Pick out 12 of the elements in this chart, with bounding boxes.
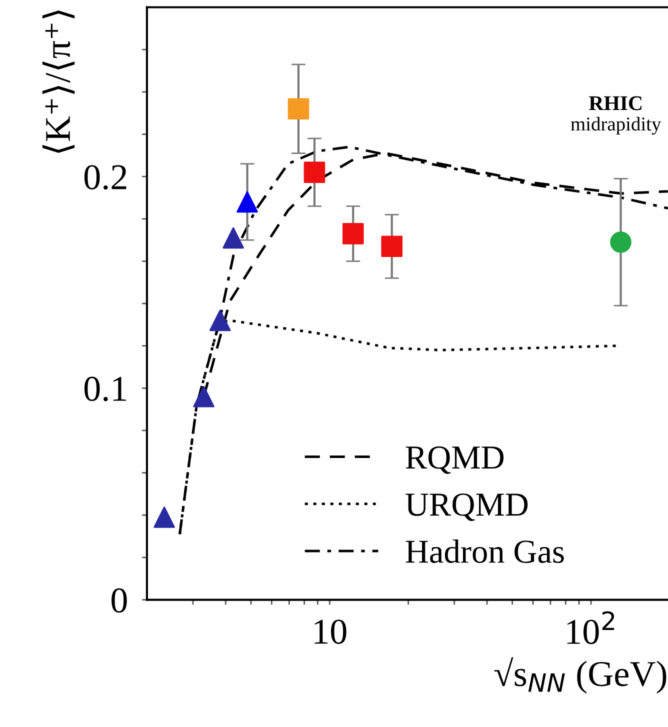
annotation: RHIC — [588, 96, 642, 110]
x-axis-title: √s$_{NN}$ (GeV) — [494, 657, 666, 694]
x-tick-label: 10$^{2}$ — [567, 611, 614, 644]
legend-label: Hadron Gas — [406, 540, 564, 564]
y-axis-title: ⟨K⁺⟩/⟨π⁺⟩ — [42, 10, 75, 153]
legend-label: URQMD — [406, 494, 528, 521]
legend-label: RQMD — [406, 446, 504, 474]
x-tick-label: 10 — [314, 620, 346, 644]
y-tick-label: 0 — [112, 588, 127, 613]
y-tick-label: 0.1 — [84, 376, 126, 402]
annotation: midrapidity — [570, 116, 662, 135]
y-tick-label: 0.2 — [84, 165, 126, 190]
